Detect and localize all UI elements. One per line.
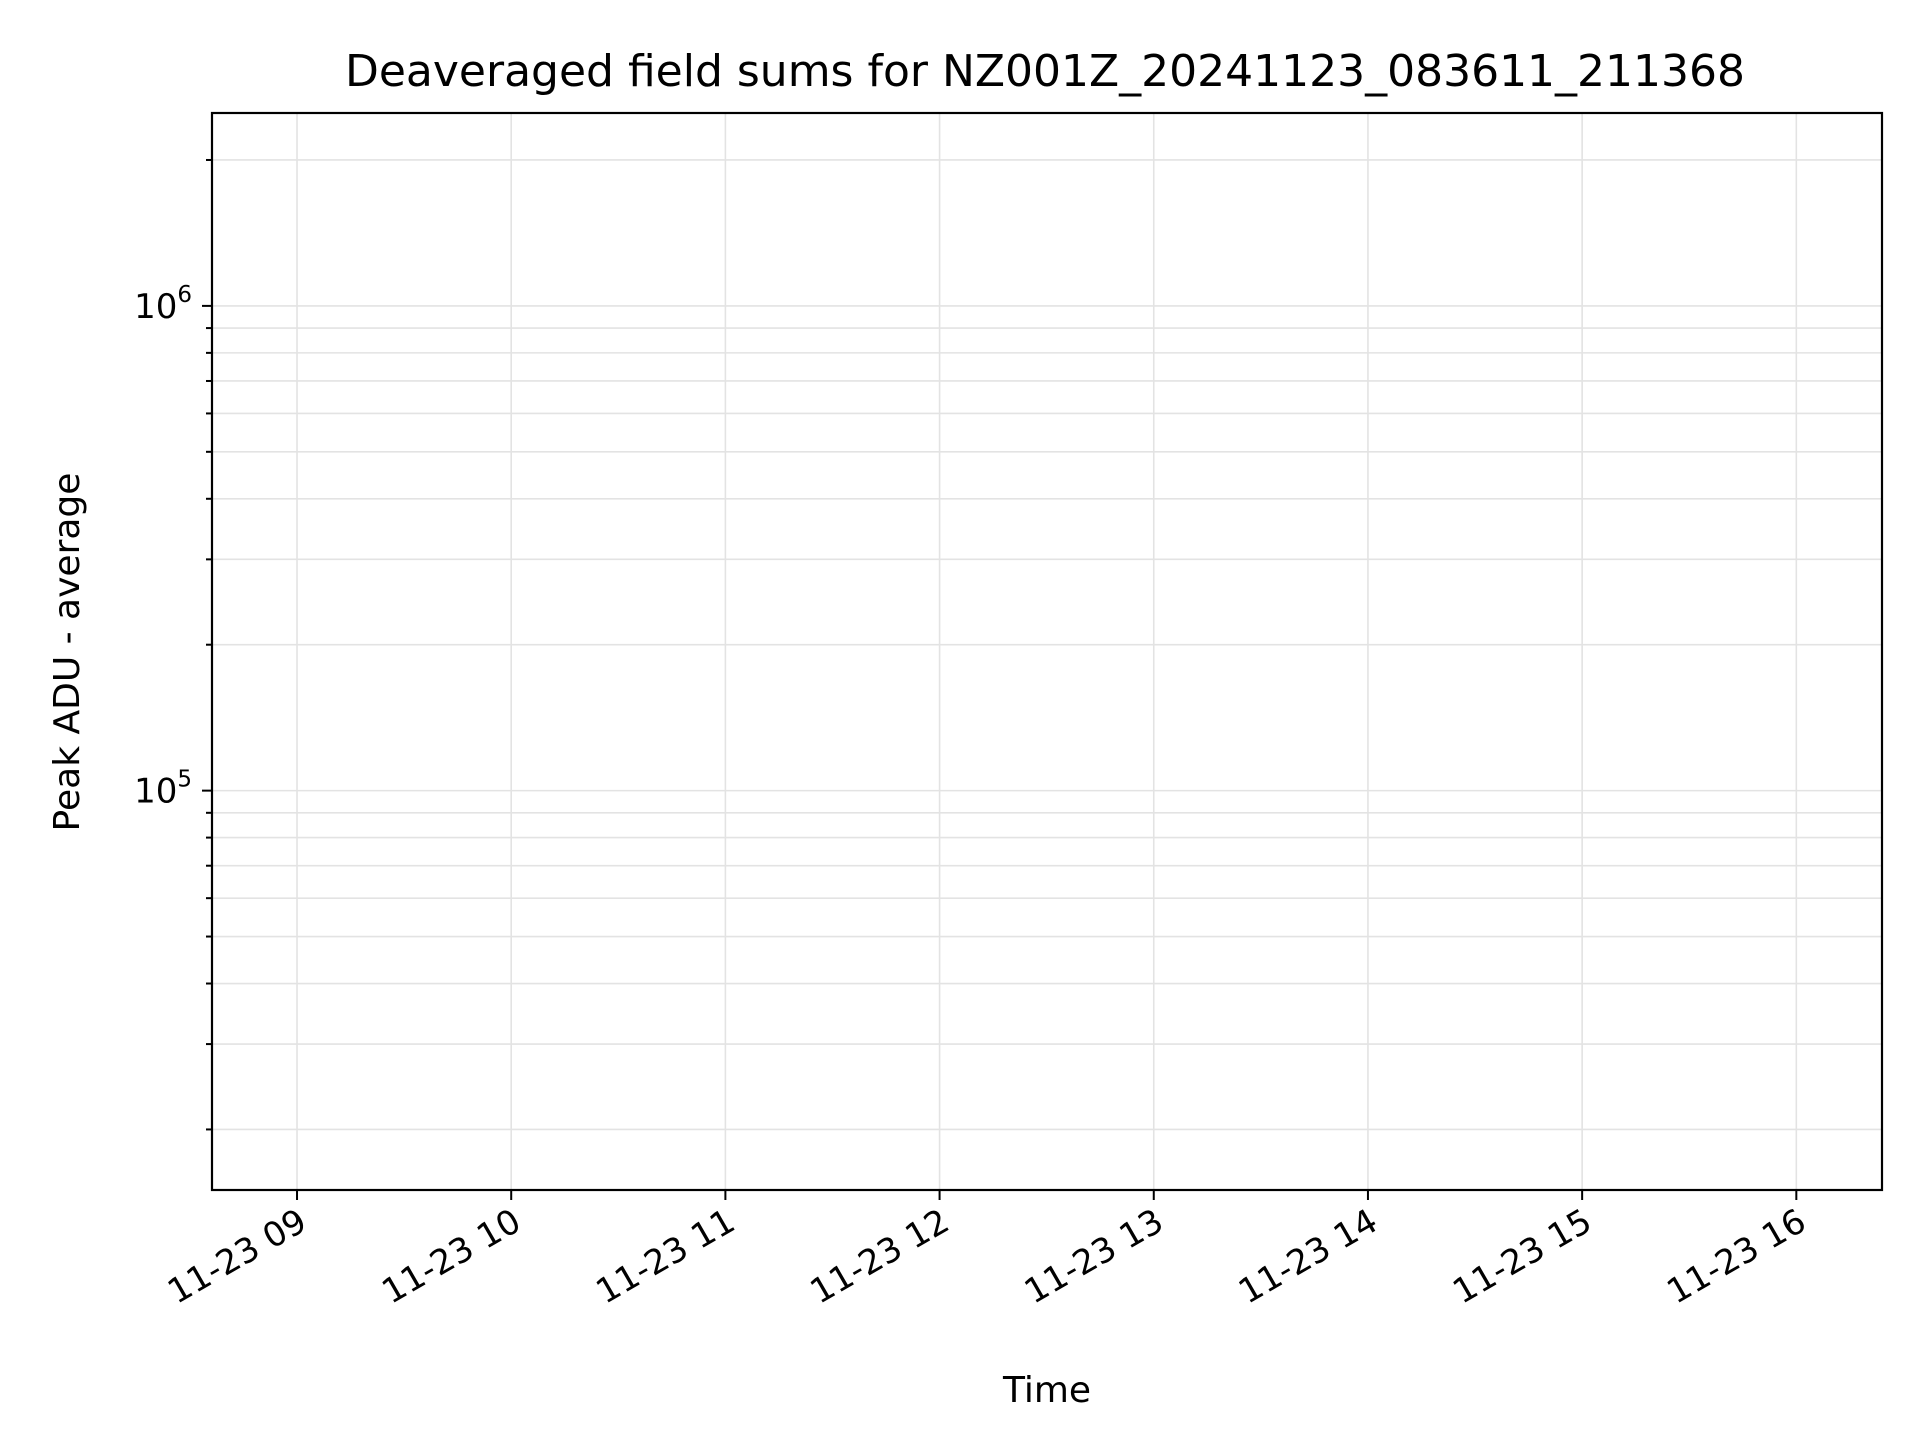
y-tick-label: 105 xyxy=(134,767,192,812)
x-tick-label: 11-23 12 xyxy=(804,1201,956,1312)
x-tick-label: 11-23 14 xyxy=(1232,1201,1384,1312)
x-tick-label: 11-23 15 xyxy=(1446,1201,1598,1312)
x-axis-label: Time xyxy=(1002,1370,1091,1411)
y-tick-label: 106 xyxy=(134,282,192,327)
chart-title: Deaveraged field sums for NZ001Z_2024112… xyxy=(345,46,1745,97)
x-tick-label: 11-23 10 xyxy=(375,1201,527,1312)
x-axis: 11-23 09 11-23 10 11-23 11 11-23 12 11-23 13… xyxy=(161,1190,1813,1312)
x-tick-label: 11-23 16 xyxy=(1660,1201,1812,1312)
plot-frame xyxy=(210,111,1884,1192)
x-tick-label: 11-23 11 xyxy=(589,1201,741,1312)
x-tick-label: 11-23 09 xyxy=(161,1201,313,1312)
grid xyxy=(212,113,1882,1190)
y-axis: 105 106 xyxy=(134,158,212,1131)
x-tick-label: 11-23 13 xyxy=(1018,1201,1170,1312)
y-axis-label: Peak ADU - average xyxy=(47,473,88,832)
